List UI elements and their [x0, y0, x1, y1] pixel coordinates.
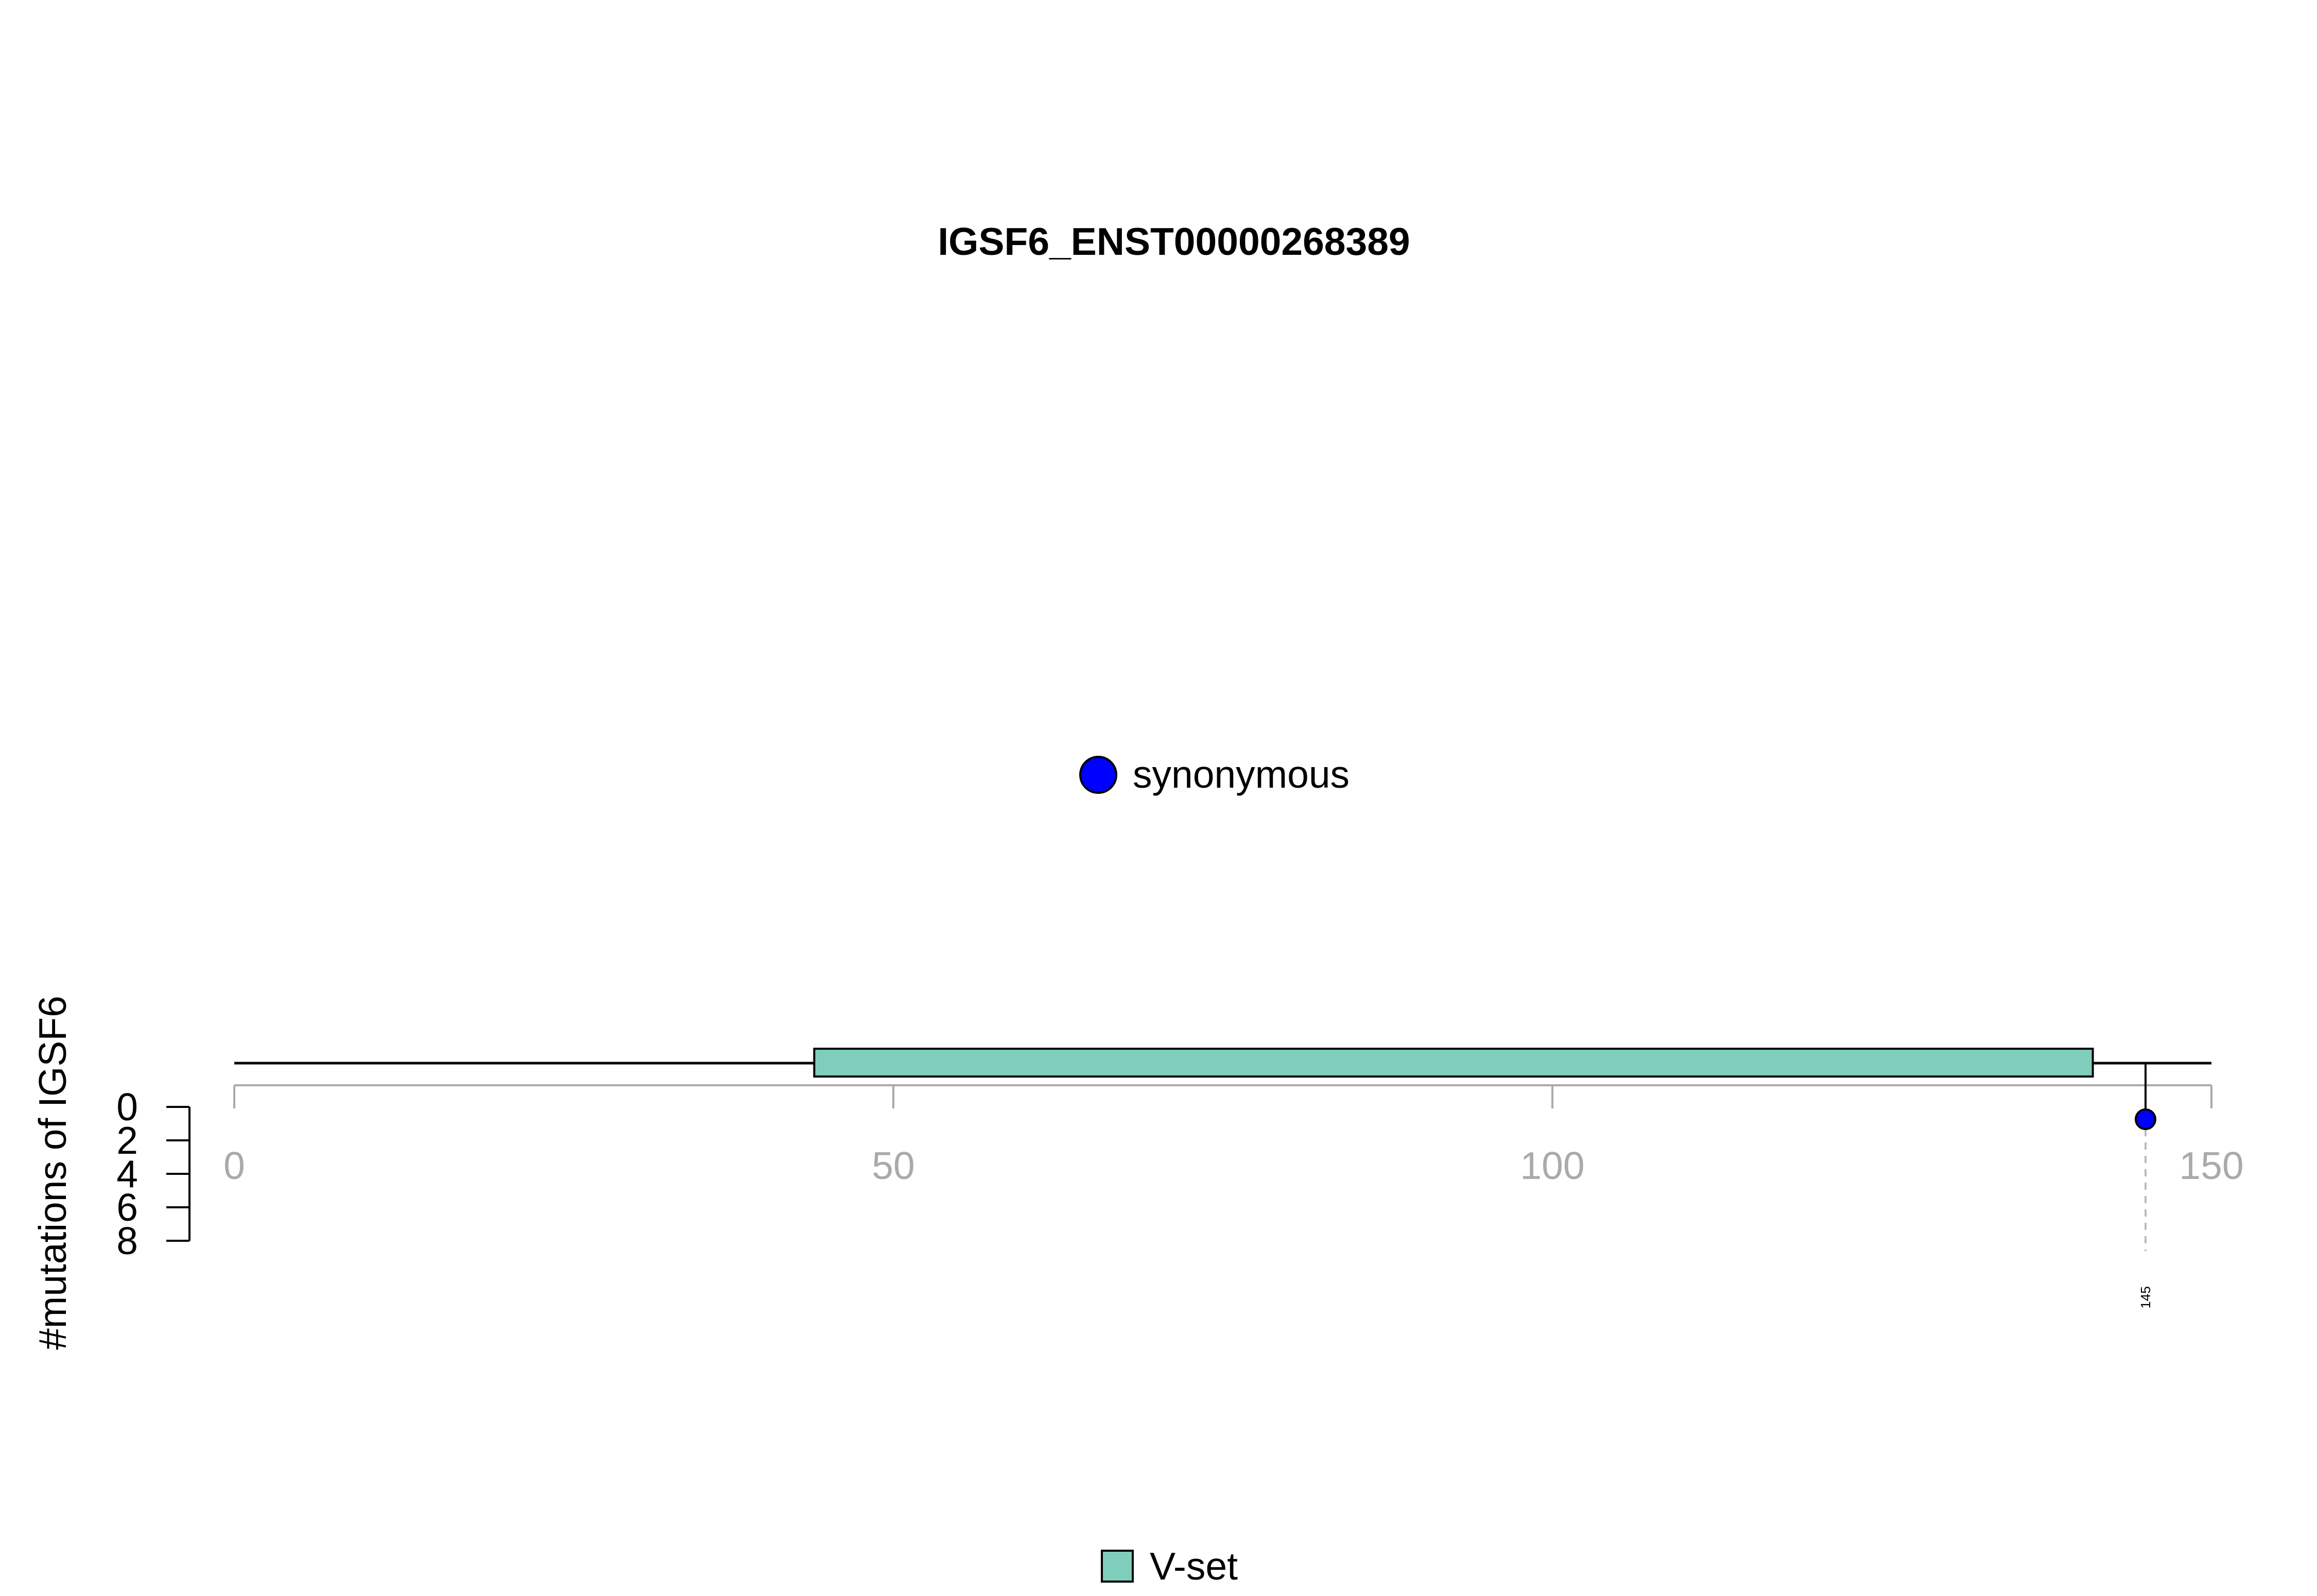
- y-tick-label: 2: [116, 1119, 138, 1162]
- domain-v-set: [813, 1048, 2094, 1078]
- x-tick-label: 50: [872, 1144, 914, 1187]
- chart-title: IGSF6_ENST00000268389: [938, 220, 1410, 263]
- x-tick-label: 150: [2179, 1144, 2243, 1187]
- mutation-legend: synonymous: [1079, 753, 1350, 796]
- domain-legend: V-set: [1101, 1545, 1238, 1588]
- x-tick-label: 100: [1520, 1144, 1584, 1187]
- x-tick-label: 0: [223, 1144, 245, 1187]
- mutations: 145: [2135, 1063, 2156, 1309]
- y-tick-label: 8: [116, 1219, 138, 1262]
- mutation-legend-label: synonymous: [1133, 753, 1350, 796]
- x-axis: 0 50 100 150: [223, 1084, 2244, 1187]
- domain-legend-swatch: [1101, 1550, 1134, 1583]
- y-axis-label: #mutations of IGSF6: [31, 996, 74, 1350]
- y-tick-label: 6: [116, 1186, 138, 1229]
- mutation-position-label: 145: [2138, 1286, 2153, 1308]
- domains: [813, 1048, 2094, 1078]
- domain-legend-label: V-set: [1150, 1545, 1238, 1588]
- mutation-legend-swatch: [1079, 756, 1117, 794]
- y-tick-label: 4: [116, 1152, 138, 1195]
- mutation-dot: [2135, 1108, 2156, 1130]
- y-tick-label: 0: [116, 1085, 138, 1129]
